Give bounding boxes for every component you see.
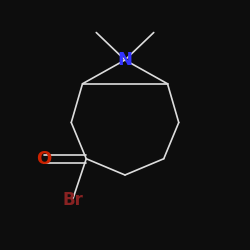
Text: O: O (36, 150, 52, 168)
Text: Br: Br (62, 191, 83, 209)
Text: N: N (118, 51, 132, 69)
